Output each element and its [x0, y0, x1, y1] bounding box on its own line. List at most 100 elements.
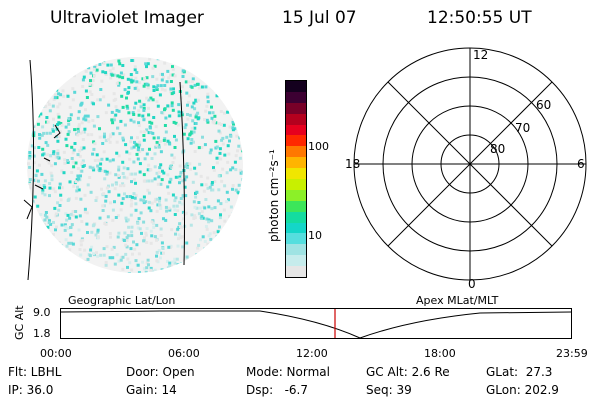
emission-pixel: [43, 193, 47, 197]
emission-pixel: [138, 150, 142, 153]
emission-pixel: [149, 241, 153, 245]
colorbar-segment: [286, 168, 306, 179]
emission-pixel: [168, 208, 172, 212]
emission-pixel: [104, 222, 108, 226]
emission-pixel: [183, 178, 187, 182]
emission-pixel: [225, 135, 229, 139]
emission-pixel: [219, 241, 222, 245]
emission-pixel: [211, 111, 215, 115]
emission-pixel: [159, 182, 163, 186]
emission-pixel: [185, 91, 189, 95]
emission-pixel: [231, 126, 235, 130]
emission-pixel: [130, 198, 133, 202]
emission-pixel: [43, 247, 47, 251]
emission-pixel: [176, 123, 180, 127]
emission-pixel: [235, 244, 239, 248]
emission-pixel: [48, 131, 52, 135]
emission-pixel: [70, 255, 74, 259]
emission-pixel: [128, 152, 132, 156]
emission-pixel: [45, 83, 49, 87]
emission-pixel: [198, 66, 202, 70]
emission-pixel: [36, 223, 40, 227]
emission-pixel: [236, 124, 239, 128]
emission-pixel: [96, 235, 100, 239]
emission-pixel: [104, 194, 108, 198]
emission-pixel: [91, 252, 95, 256]
emission-pixel: [118, 132, 122, 136]
emission-pixel: [125, 150, 129, 154]
emission-pixel: [144, 231, 148, 235]
emission-pixel: [154, 145, 158, 149]
emission-pixel: [145, 266, 149, 270]
emission-pixel: [46, 143, 50, 147]
emission-pixel: [231, 117, 235, 121]
emission-pixel: [185, 162, 189, 166]
emission-pixel: [65, 218, 69, 222]
emission-pixel: [56, 155, 60, 159]
emission-pixel: [240, 209, 243, 213]
timeline-frame: [60, 308, 572, 339]
emission-pixel: [155, 223, 159, 227]
emission-pixel: [179, 60, 183, 64]
emission-pixel: [212, 168, 216, 172]
emission-pixel: [84, 272, 88, 273]
emission-pixel: [142, 103, 146, 107]
emission-pixel: [33, 105, 37, 109]
emission-pixel: [200, 214, 204, 218]
emission-pixel: [155, 143, 159, 147]
emission-pixel: [142, 179, 146, 183]
emission-pixel: [28, 182, 32, 186]
emission-pixel: [231, 250, 235, 254]
emission-pixel: [207, 76, 211, 80]
emission-pixel: [141, 260, 145, 264]
lat-label-80: 80: [490, 142, 505, 156]
emission-pixel: [168, 180, 172, 184]
emission-pixel: [160, 87, 164, 91]
emission-pixel: [188, 132, 192, 136]
emission-pixel: [43, 251, 47, 254]
emission-pixel: [34, 88, 38, 92]
emission-pixel: [35, 98, 39, 102]
emission-pixel: [89, 71, 93, 75]
emission-pixel: [138, 81, 142, 85]
emission-pixel: [99, 162, 103, 166]
emission-pixel: [235, 220, 239, 224]
emission-pixel: [102, 247, 106, 251]
date-label: 15 Jul 07: [282, 8, 357, 28]
emission-pixel: [120, 201, 124, 205]
emission-pixel: [227, 67, 231, 71]
emission-pixel: [199, 238, 202, 242]
emission-pixel: [77, 188, 81, 192]
emission-pixel: [130, 180, 133, 184]
emission-pixel: [228, 139, 231, 143]
emission-pixel: [33, 254, 37, 258]
emission-pixel: [208, 185, 212, 189]
emission-pixel: [181, 194, 185, 198]
emission-pixel: [145, 76, 149, 80]
emission-pixel: [62, 76, 66, 80]
emission-pixel: [137, 271, 141, 273]
emission-pixel: [84, 118, 88, 122]
emission-pixel: [209, 148, 213, 152]
emission-pixel: [137, 113, 141, 117]
emission-pixel: [28, 124, 32, 128]
emission-pixel: [193, 205, 197, 209]
emission-pixel: [70, 259, 74, 263]
emission-pixel: [33, 178, 37, 182]
emission-pixel: [41, 59, 44, 63]
emission-pixel: [35, 100, 39, 104]
emission-pixel: [156, 136, 160, 140]
emission-pixel: [92, 267, 96, 270]
emission-pixel: [109, 235, 112, 239]
emission-pixel: [160, 178, 164, 182]
emission-pixel: [213, 119, 216, 123]
emission-pixel: [195, 253, 199, 257]
emission-pixel: [97, 158, 101, 162]
emission-pixel: [40, 133, 44, 137]
emission-pixel: [81, 138, 85, 141]
emission-pixel: [229, 168, 233, 172]
emission-pixel: [122, 175, 126, 179]
emission-pixel: [109, 76, 113, 80]
emission-pixel: [234, 79, 238, 83]
emission-pixel: [66, 132, 70, 136]
